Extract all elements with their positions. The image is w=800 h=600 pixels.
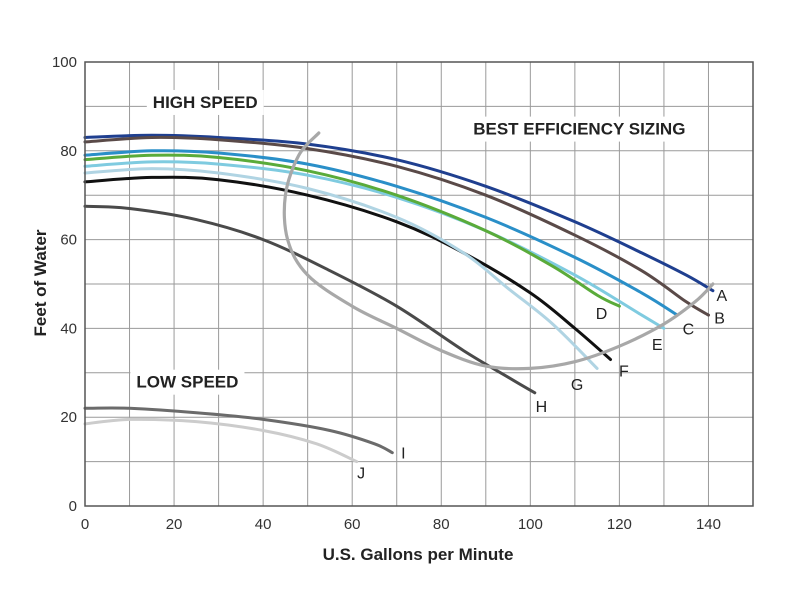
x-tick-label: 120 xyxy=(607,516,632,533)
series-line-a xyxy=(83,133,715,293)
series-line-d xyxy=(83,153,621,308)
y-tick-label: 100 xyxy=(52,54,77,71)
series-line-f xyxy=(83,175,612,361)
series-line-h xyxy=(83,204,537,395)
annotation-text: HIGH SPEED xyxy=(153,93,258,112)
annotation-text: LOW SPEED xyxy=(136,373,238,392)
series-line-g xyxy=(83,167,599,370)
annotation-background xyxy=(467,116,692,142)
series-label-h: H xyxy=(536,399,548,416)
y-tick-label: 80 xyxy=(60,143,77,160)
annotation: BEST EFFICIENCY SIZING xyxy=(467,116,692,142)
series-label-j: J xyxy=(357,466,365,483)
best-efficiency-boundary-line xyxy=(282,131,715,371)
plot-frame xyxy=(84,61,754,507)
annotation-background xyxy=(130,369,245,395)
series-line-b xyxy=(83,135,710,317)
x-tick-label: 0 xyxy=(81,516,89,533)
x-tick-label: 100 xyxy=(518,516,543,533)
x-tick-label: 140 xyxy=(696,516,721,533)
x-tick-label: 80 xyxy=(433,516,450,533)
curve-labels: AB C E D F G H I J xyxy=(357,288,727,483)
y-tick-label: 20 xyxy=(60,409,77,426)
y-tick-labels: 0 20 40 60 80 100 xyxy=(52,54,77,515)
x-tick-label: 20 xyxy=(166,516,183,533)
x-tick-label: 60 xyxy=(344,516,361,533)
annotation-background xyxy=(146,89,264,115)
curves xyxy=(83,131,715,464)
series-label-e: E xyxy=(652,337,663,354)
y-tick-label: 0 xyxy=(69,498,77,515)
series-label-g: G xyxy=(571,377,583,394)
x-tick-label: 40 xyxy=(255,516,272,533)
annotation: LOW SPEED xyxy=(130,369,245,395)
annotations: HIGH SPEED BEST EFFICIENCY SIZING LOW SPEE… xyxy=(130,89,692,395)
y-tick-label: 60 xyxy=(60,232,77,249)
series-line-e xyxy=(83,160,666,330)
series-line-j xyxy=(83,417,359,464)
series-label-d: D xyxy=(596,306,608,323)
series-line-c xyxy=(83,149,679,317)
series-label-b: B xyxy=(714,310,725,327)
series-label-i: I xyxy=(401,446,405,463)
annotation-text: BEST EFFICIENCY SIZING xyxy=(473,120,685,139)
x-tick-labels: 0 20 40 60 80 100 120 140 xyxy=(81,516,721,533)
series-label-c: C xyxy=(683,321,695,338)
y-axis-label: Feet of Water xyxy=(31,229,50,336)
x-axis-label: U.S. Gallons per Minute xyxy=(323,545,514,564)
annotation: HIGH SPEED xyxy=(146,89,264,115)
series-label-f: F xyxy=(619,364,629,381)
y-tick-label: 40 xyxy=(60,320,77,337)
series-line-i xyxy=(83,406,394,455)
series-label-a: A xyxy=(716,288,727,305)
